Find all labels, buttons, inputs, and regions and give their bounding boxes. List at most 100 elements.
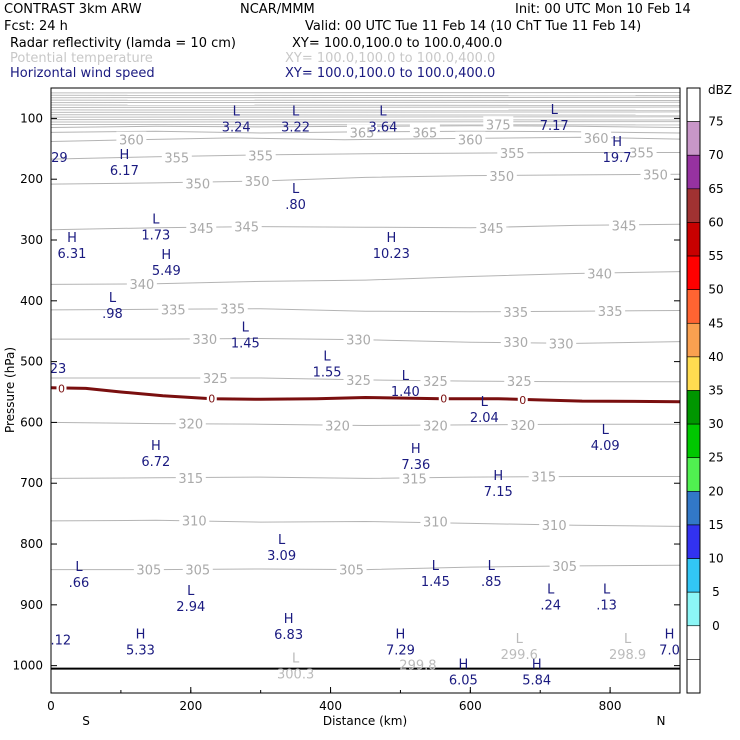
theta-label-bg bbox=[179, 512, 210, 528]
theta-label-bg bbox=[609, 217, 640, 233]
wind-extremum-type: L bbox=[292, 104, 300, 119]
colorbar-swatch bbox=[686, 457, 701, 492]
colorbar-swatch bbox=[686, 558, 701, 593]
wind-extremum-type: H bbox=[665, 627, 675, 642]
colorbar-swatch bbox=[686, 222, 701, 257]
wind-extremum-type: L bbox=[152, 213, 160, 228]
theta-contour-label: 355 bbox=[629, 146, 654, 161]
wind-extremum-type: H bbox=[386, 231, 396, 246]
colorbar-tick-label: 55 bbox=[708, 249, 723, 263]
theta-contour-label: 375 bbox=[486, 118, 511, 133]
theta-contour-label: 365 bbox=[412, 126, 437, 141]
theta-label-bg bbox=[231, 218, 262, 234]
wind-extremum-value: 23 bbox=[50, 362, 67, 377]
theta-label-bg bbox=[409, 124, 440, 140]
y-tick-label: 800 bbox=[20, 537, 43, 551]
field-xy-reflectivity: XY= 100.0,100.0 to 100.0,400.0 bbox=[292, 36, 503, 51]
theta-label-bg bbox=[399, 470, 430, 486]
wind-extremum-value: 4.09 bbox=[591, 439, 620, 454]
theta-contour-label: 320 bbox=[510, 419, 535, 434]
x-tick-label: 400 bbox=[319, 699, 342, 713]
wind-extremum-type: L bbox=[488, 559, 496, 574]
theta-contour-label: 330 bbox=[192, 333, 217, 348]
wind-extremum-value: 2.04 bbox=[470, 411, 499, 426]
theta-contour-label: 345 bbox=[189, 222, 214, 237]
theta-label-bg bbox=[343, 371, 374, 387]
theta-contour-335 bbox=[51, 308, 680, 313]
theta-label-bg bbox=[217, 300, 248, 316]
theta-label-bg bbox=[242, 173, 273, 189]
wind-extremum-value: .66 bbox=[69, 576, 90, 591]
wind-extremum-value: 7.36 bbox=[401, 458, 430, 473]
wind-extremum-type: L bbox=[278, 533, 286, 548]
colorbar-swatch bbox=[686, 390, 701, 425]
theta-contour-label: 335 bbox=[503, 306, 528, 321]
colorbar-swatch bbox=[686, 356, 701, 391]
wind-extremum-value: 7.0 bbox=[659, 643, 680, 658]
plot-area bbox=[51, 88, 680, 693]
theta-contour-label: 305 bbox=[136, 564, 161, 579]
model-title: CONTRAST 3km ARW bbox=[4, 2, 142, 17]
theta-contour-label: 355 bbox=[500, 147, 525, 162]
colorbar-tick-label: 50 bbox=[708, 283, 723, 297]
theta-contour-label: 320 bbox=[423, 419, 448, 434]
colorbar-swatch bbox=[686, 659, 701, 694]
wind-extremum-type: H bbox=[67, 231, 77, 246]
y-tick-label: 400 bbox=[20, 294, 43, 308]
upper-theta-stack bbox=[51, 91, 680, 126]
theta-contour-label: 320 bbox=[178, 418, 203, 433]
theta-contour-label: 310 bbox=[423, 516, 448, 531]
y-tick-label: 1000 bbox=[12, 659, 43, 673]
theta-contour-label: 350 bbox=[185, 177, 210, 192]
zero-label-bg bbox=[56, 382, 67, 394]
wind-extremum-type: L bbox=[481, 395, 489, 410]
theta-label-bg bbox=[336, 561, 367, 577]
colorbar-swatch bbox=[686, 255, 701, 290]
wind-extremum-value: 5.33 bbox=[126, 643, 155, 658]
x-tick-label: 200 bbox=[179, 699, 202, 713]
wind-extremum-type: L bbox=[323, 349, 331, 364]
theta-label-bg bbox=[182, 561, 213, 577]
theta-label-bg bbox=[483, 116, 514, 132]
wind-extremum-type: L bbox=[603, 582, 611, 597]
theta-contour-label: 350 bbox=[489, 170, 514, 185]
theta-contour-label: 340 bbox=[129, 278, 154, 293]
theta-contour-315 bbox=[51, 476, 680, 479]
colorbar-swatch bbox=[686, 289, 701, 324]
wind-extremum-value: .13 bbox=[596, 598, 617, 613]
colorbar-tick-label: 75 bbox=[708, 115, 723, 129]
colorbar-swatch bbox=[686, 322, 701, 358]
wind-extremum-type: L bbox=[233, 104, 241, 119]
colorbar-swatch bbox=[686, 591, 701, 627]
theta-extremum-value: 299.8 bbox=[399, 659, 436, 674]
wind-extremum-value: 6.31 bbox=[57, 247, 86, 262]
theta-label-bg bbox=[158, 301, 189, 317]
theta-contour-label: 345 bbox=[234, 221, 259, 236]
theta-contour-label: 305 bbox=[339, 564, 364, 579]
theta-contour-label: 320 bbox=[325, 419, 350, 434]
theta-contour-350 bbox=[51, 173, 680, 185]
theta-contour-label: 310 bbox=[182, 514, 207, 529]
theta-contour-310 bbox=[51, 519, 680, 527]
y-tick-label: 500 bbox=[20, 355, 43, 369]
wind-extremum-value: 6.17 bbox=[110, 164, 139, 179]
dbz-colorbar: dBZ 0 5 10 15 20 25 30 35 40 45 50 55 60 65 70 75 bbox=[686, 83, 732, 694]
theta-contour-label: 330 bbox=[346, 334, 371, 349]
wind-extremum-value: 5.84 bbox=[522, 674, 551, 689]
theta-label-bg bbox=[116, 131, 147, 147]
colorbar-swatch bbox=[686, 524, 701, 559]
theta-label-bg bbox=[186, 219, 217, 235]
theta-label-bg bbox=[507, 416, 538, 432]
theta-contour-label: 330 bbox=[503, 336, 528, 351]
wind-extremum-type: H bbox=[532, 658, 542, 673]
theta-contour-label: 350 bbox=[245, 175, 270, 190]
field-xy-wind: XY= 100.0,100.0 to 100.0,400.0 bbox=[285, 66, 496, 81]
wind-extremum-value: 3.09 bbox=[267, 549, 296, 564]
wind-extremum-value: .24 bbox=[540, 598, 561, 613]
zero-label-bg bbox=[517, 393, 528, 405]
field-label-wind: Horizontal wind speed bbox=[10, 66, 155, 81]
wind-extremum-value: 3.24 bbox=[222, 120, 251, 135]
colorbar-tick-label: 60 bbox=[708, 215, 723, 229]
zero-contour-label: 0 bbox=[519, 394, 526, 407]
theta-label-bg bbox=[175, 415, 206, 431]
